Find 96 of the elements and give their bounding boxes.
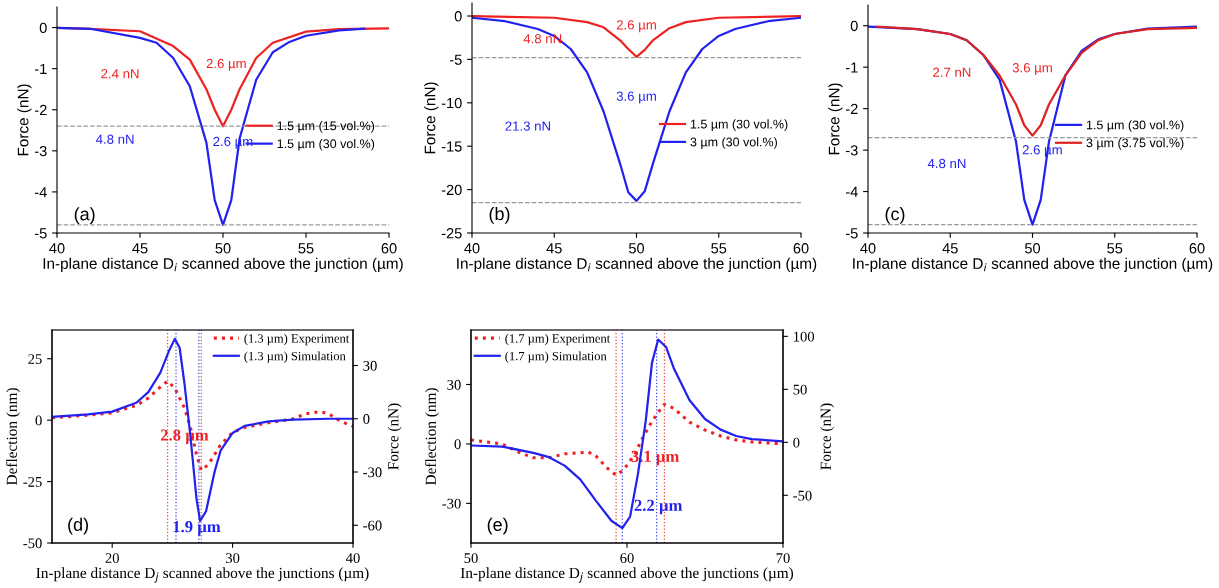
x-tick-label: 55 [298, 243, 314, 254]
y-tick-label: 0 [454, 439, 461, 450]
x-tick-label: 45 [132, 243, 148, 254]
line-series [875, 25, 1197, 137]
annotation: 4.8 nN [927, 158, 966, 169]
annotation: 2.7 nN [933, 67, 971, 77]
y-axis-title: Deflection (nm) [425, 388, 440, 486]
y-tick-label: -3 [34, 145, 47, 157]
x-tick-label: 55 [1107, 243, 1123, 254]
x-tick-label: 40 [464, 243, 480, 254]
y-tick-label: -2 [34, 104, 47, 116]
legend-label: (1.7 µm) Simulation [505, 351, 607, 363]
annotation: 2.6 µm [206, 58, 246, 71]
annotation: (d) [68, 517, 88, 535]
annotation: 2.4 nN [101, 69, 139, 79]
y2-tick-label: 0 [363, 414, 370, 424]
y-tick-label: -3 [845, 145, 858, 156]
legend-label: (1.3 µm) Simulation [244, 351, 346, 363]
annotation: 4.8 nN [95, 134, 134, 144]
y-axis-title: Force (nN) [17, 84, 32, 156]
x-tick-label: 60 [381, 243, 397, 254]
x-tick-label: 50 [215, 243, 231, 254]
y-tick-label: -25 [23, 476, 42, 487]
y2-tick-label: 100 [794, 331, 815, 342]
y-tick-label: -1 [34, 63, 47, 74]
x-tick-label: 40 [860, 243, 876, 254]
line-series [472, 14, 801, 58]
y-tick-label: 30 [447, 379, 461, 390]
y-tick-label: 0 [454, 11, 462, 22]
y-tick-label: -20 [441, 184, 462, 196]
x-axis-title: In-plane distance D$_{j}$ scanned above the junctions (µm) [36, 567, 369, 583]
y2-axis-title: Force (nN) [387, 403, 402, 470]
x-tick-label: 45 [942, 243, 958, 254]
x-tick-label: 45 [546, 243, 562, 254]
legend-label: 3 µm (30 vol.%) [690, 137, 777, 149]
x-axis-title: In-plane distance D$_{i}$ scanned above the junction (µm) [457, 257, 817, 272]
y2-tick-label: 30 [363, 360, 377, 371]
y-tick-label: -30 [442, 498, 461, 509]
legend-label: 1.5 µm (30 vol.%) [690, 119, 788, 131]
y-tick-label: 0 [850, 20, 858, 32]
x-tick-label: 50 [464, 553, 478, 563]
y-tick-label: -25 [441, 228, 462, 239]
y2-tick-label: 50 [793, 384, 807, 395]
annotation: (b) [489, 206, 510, 224]
y-axis-title: Force (nN) [424, 82, 439, 154]
x-tick-label: 20 [105, 553, 119, 563]
y-tick-label: 0 [35, 415, 42, 426]
y2-tick-label: -50 [793, 490, 812, 501]
legend-label: 1.5 µm (30 vol.%) [1086, 120, 1184, 132]
x-axis-title: In-plane distance D$_{j}$ scanned above the junctions (µm) [460, 567, 794, 583]
x-tick-label: 55 [711, 243, 727, 254]
x-tick-label: 50 [628, 243, 645, 254]
line-series [52, 379, 353, 472]
annotation: (e) [487, 517, 508, 535]
y-tick-label: -4 [34, 187, 47, 198]
x-axis-title: In-plane distance D$_{i}$ scanned above the junction (µm) [853, 257, 1213, 272]
x-tick-label: 50 [1024, 243, 1041, 254]
x-tick-label: 60 [793, 243, 809, 254]
legend-label: 1.5 µm (15 vol.%) [277, 121, 375, 133]
y-tick-label: -1 [845, 62, 858, 73]
y-axis-title: Deflection (nm) [6, 388, 21, 486]
legend-label: 1.5 µm (30 vol.%) [277, 138, 375, 151]
annotation: (c) [885, 207, 905, 224]
x-tick-label: 30 [226, 553, 240, 563]
x-tick-label: 70 [776, 553, 790, 563]
y-tick-label: -15 [441, 141, 462, 152]
y-tick-label: -5 [845, 228, 858, 239]
legend-label: (1.3 µm) Experiment [244, 333, 350, 346]
x-axis-title: In-plane distance D$_{i}$ scanned above the junction (µm) [43, 257, 403, 272]
y2-tick-label: -60 [363, 520, 382, 531]
y-tick-label: -5 [449, 54, 462, 65]
y-axis-title: Force (nN) [828, 83, 843, 155]
legend-label: 3 µm (3.75 vol.%) [1086, 138, 1184, 150]
y2-tick-label: -30 [363, 467, 382, 478]
y-tick-label: -4 [845, 186, 858, 197]
annotation: 3.6 µm [616, 91, 656, 104]
y-tick-label: -10 [441, 97, 462, 109]
y-tick-label: -5 [34, 228, 47, 239]
x-tick-label: 40 [345, 553, 360, 563]
annotation: 2.6 µm [616, 20, 656, 33]
y-tick-label: -2 [845, 103, 858, 114]
y-tick-label: 25 [28, 354, 42, 364]
x-tick-label: 60 [620, 553, 634, 563]
y-tick-label: -50 [23, 538, 42, 549]
x-tick-label: 40 [49, 243, 65, 254]
y2-axis-title: Force (nN) [820, 403, 835, 470]
annotation: (a) [74, 207, 95, 224]
annotation: 21.3 nN [505, 121, 550, 131]
annotation: 1.9 µm [173, 521, 221, 536]
line-series [472, 16, 801, 202]
y-tick-label: 0 [39, 22, 47, 33]
y2-tick-label: 0 [793, 437, 800, 448]
annotation: 2.2 µm [634, 499, 683, 515]
legend-label: (1.7 µm) Experiment [505, 333, 611, 346]
x-tick-label: 60 [1189, 243, 1205, 254]
annotation: 3.6 µm [1012, 63, 1052, 75]
